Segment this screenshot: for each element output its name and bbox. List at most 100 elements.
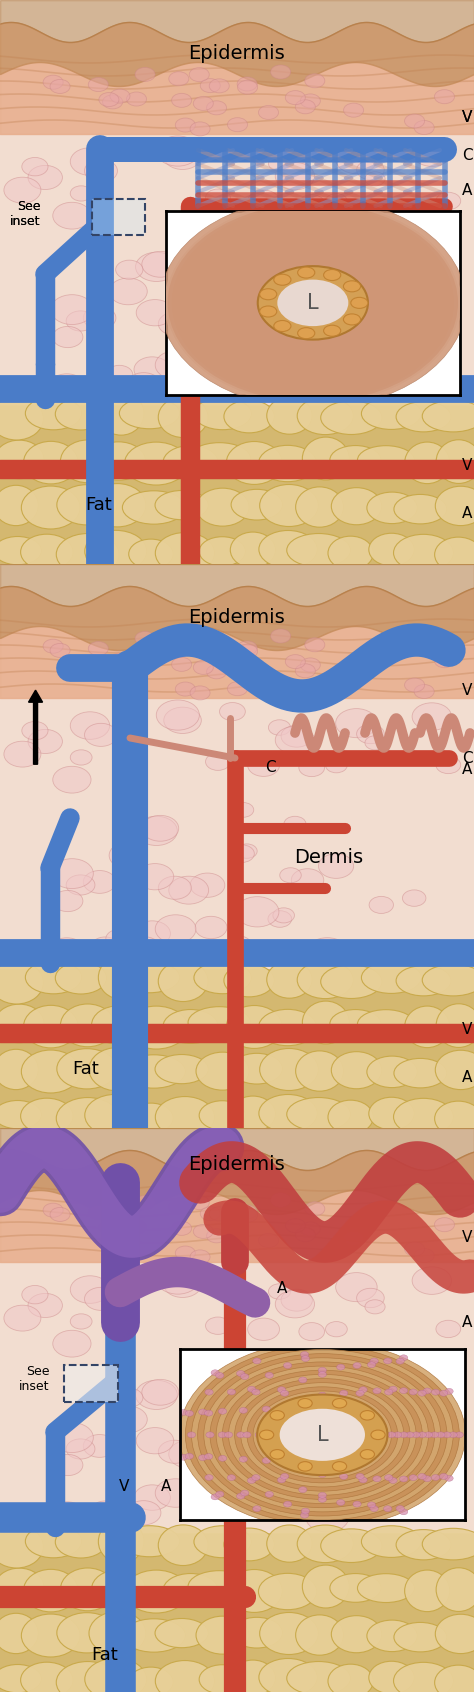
Ellipse shape bbox=[253, 1391, 392, 1479]
Ellipse shape bbox=[188, 1007, 251, 1039]
Ellipse shape bbox=[301, 1352, 309, 1357]
Ellipse shape bbox=[158, 876, 191, 900]
Ellipse shape bbox=[405, 1242, 425, 1255]
Ellipse shape bbox=[435, 1665, 474, 1692]
Ellipse shape bbox=[405, 1007, 450, 1047]
Ellipse shape bbox=[292, 1433, 324, 1455]
Ellipse shape bbox=[360, 1411, 374, 1420]
Ellipse shape bbox=[83, 870, 116, 893]
Ellipse shape bbox=[267, 1524, 312, 1562]
Ellipse shape bbox=[337, 1364, 345, 1371]
Ellipse shape bbox=[129, 540, 173, 569]
Ellipse shape bbox=[194, 961, 251, 993]
Ellipse shape bbox=[116, 261, 143, 279]
Ellipse shape bbox=[163, 1574, 218, 1607]
Ellipse shape bbox=[318, 1496, 327, 1502]
Ellipse shape bbox=[365, 736, 385, 750]
Ellipse shape bbox=[84, 159, 118, 183]
Ellipse shape bbox=[281, 726, 312, 748]
Ellipse shape bbox=[20, 1662, 73, 1692]
Ellipse shape bbox=[299, 1323, 325, 1340]
Ellipse shape bbox=[83, 306, 116, 330]
Ellipse shape bbox=[402, 1453, 426, 1470]
Ellipse shape bbox=[330, 445, 381, 474]
Text: Epidermis: Epidermis bbox=[189, 44, 285, 63]
Text: C: C bbox=[265, 760, 276, 775]
Text: Dermis: Dermis bbox=[294, 1401, 363, 1420]
Ellipse shape bbox=[228, 1245, 247, 1259]
Ellipse shape bbox=[219, 1408, 227, 1415]
Ellipse shape bbox=[367, 1056, 417, 1088]
Ellipse shape bbox=[193, 1225, 213, 1239]
Ellipse shape bbox=[285, 91, 305, 105]
Ellipse shape bbox=[383, 1506, 392, 1511]
Text: Fat: Fat bbox=[91, 1646, 118, 1665]
Ellipse shape bbox=[66, 311, 95, 332]
Ellipse shape bbox=[89, 1611, 146, 1655]
Ellipse shape bbox=[205, 1389, 213, 1396]
Ellipse shape bbox=[400, 1355, 408, 1360]
Ellipse shape bbox=[184, 215, 441, 391]
Ellipse shape bbox=[136, 252, 177, 281]
Ellipse shape bbox=[436, 193, 461, 210]
Ellipse shape bbox=[49, 937, 84, 963]
Ellipse shape bbox=[196, 1052, 249, 1090]
Ellipse shape bbox=[402, 327, 426, 342]
Ellipse shape bbox=[297, 961, 353, 998]
Text: A: A bbox=[161, 1479, 172, 1494]
Ellipse shape bbox=[50, 1208, 70, 1222]
Ellipse shape bbox=[99, 656, 119, 670]
Ellipse shape bbox=[175, 118, 195, 132]
Ellipse shape bbox=[4, 178, 41, 203]
Ellipse shape bbox=[265, 1491, 273, 1497]
Ellipse shape bbox=[295, 100, 315, 113]
Ellipse shape bbox=[43, 640, 63, 653]
Ellipse shape bbox=[275, 1291, 315, 1318]
Ellipse shape bbox=[224, 399, 274, 433]
Ellipse shape bbox=[204, 1357, 441, 1513]
Ellipse shape bbox=[116, 824, 143, 843]
Ellipse shape bbox=[260, 484, 319, 526]
Ellipse shape bbox=[344, 103, 364, 117]
Ellipse shape bbox=[0, 1665, 41, 1692]
Ellipse shape bbox=[301, 658, 320, 672]
Ellipse shape bbox=[155, 350, 196, 379]
Ellipse shape bbox=[199, 1665, 246, 1692]
Ellipse shape bbox=[280, 868, 301, 883]
Ellipse shape bbox=[369, 897, 393, 914]
Ellipse shape bbox=[91, 1501, 119, 1521]
Ellipse shape bbox=[287, 533, 350, 567]
Ellipse shape bbox=[439, 1474, 448, 1479]
Ellipse shape bbox=[231, 1618, 283, 1648]
Ellipse shape bbox=[297, 398, 353, 435]
Ellipse shape bbox=[188, 1570, 251, 1602]
Ellipse shape bbox=[127, 1220, 146, 1233]
Ellipse shape bbox=[56, 533, 119, 575]
Ellipse shape bbox=[305, 638, 325, 651]
Ellipse shape bbox=[190, 310, 225, 333]
Text: V: V bbox=[118, 1479, 129, 1494]
Ellipse shape bbox=[216, 1372, 224, 1379]
Ellipse shape bbox=[418, 1431, 427, 1438]
Ellipse shape bbox=[277, 1477, 286, 1482]
Ellipse shape bbox=[53, 203, 91, 228]
Ellipse shape bbox=[302, 1565, 349, 1607]
Ellipse shape bbox=[400, 1509, 408, 1514]
Ellipse shape bbox=[89, 1047, 146, 1091]
Ellipse shape bbox=[241, 1382, 404, 1487]
Ellipse shape bbox=[119, 961, 180, 993]
Ellipse shape bbox=[233, 802, 254, 817]
Ellipse shape bbox=[296, 1051, 344, 1091]
Ellipse shape bbox=[237, 80, 257, 95]
Ellipse shape bbox=[361, 398, 421, 430]
Ellipse shape bbox=[231, 489, 283, 519]
Ellipse shape bbox=[271, 629, 291, 643]
Ellipse shape bbox=[361, 1526, 421, 1557]
Ellipse shape bbox=[66, 1438, 95, 1459]
Ellipse shape bbox=[275, 726, 315, 755]
Ellipse shape bbox=[275, 162, 315, 190]
Ellipse shape bbox=[169, 313, 209, 340]
Ellipse shape bbox=[22, 157, 48, 176]
Ellipse shape bbox=[237, 1371, 245, 1376]
Ellipse shape bbox=[126, 937, 161, 961]
